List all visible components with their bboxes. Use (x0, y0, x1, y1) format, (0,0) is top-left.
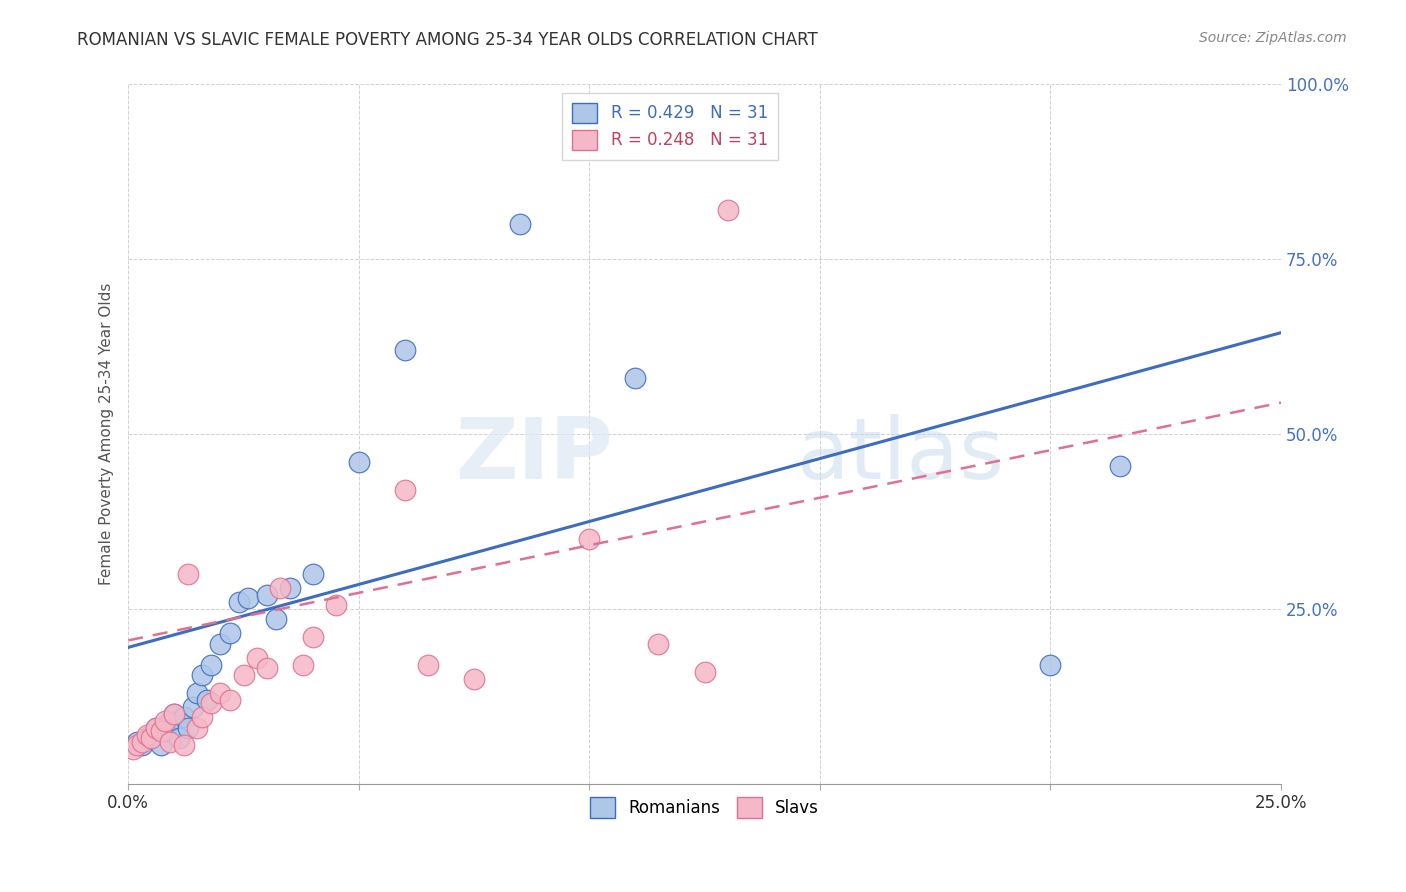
Point (173, 739, 195, 753)
Point (121, 741, 143, 756)
Point (232, 668, 254, 682)
Point (394, 343, 416, 358)
Point (127, 739, 149, 753)
Text: atlas: atlas (797, 414, 1005, 497)
Point (135, 728, 157, 742)
Point (325, 599, 347, 613)
Point (127, 735, 149, 749)
Point (177, 566, 200, 581)
Point (236, 591, 259, 606)
Point (717, 203, 740, 218)
Text: ROMANIAN VS SLAVIC FEMALE POVERTY AMONG 25-34 YEAR OLDS CORRELATION CHART: ROMANIAN VS SLAVIC FEMALE POVERTY AMONG … (77, 31, 818, 49)
Point (191, 710, 214, 724)
Point (256, 588, 278, 602)
Point (256, 661, 278, 675)
Point (159, 714, 181, 728)
Point (394, 483, 416, 497)
Point (218, 626, 240, 640)
Point (159, 735, 181, 749)
Point (186, 721, 208, 735)
Point (463, 672, 485, 686)
Point (195, 693, 218, 707)
Point (209, 637, 232, 651)
Point (186, 686, 208, 700)
Point (347, 455, 370, 469)
Point (228, 595, 250, 609)
Point (135, 731, 157, 746)
Point (301, 630, 323, 644)
Point (246, 651, 269, 665)
Point (624, 371, 647, 385)
Point (141, 728, 163, 742)
Point (1039, 657, 1062, 672)
Point (153, 714, 176, 728)
Point (416, 657, 439, 672)
Point (145, 721, 167, 735)
Point (578, 532, 600, 546)
Point (149, 739, 172, 753)
Point (141, 731, 163, 746)
Point (153, 724, 176, 739)
Point (218, 693, 240, 707)
Point (509, 217, 531, 231)
Point (163, 706, 186, 721)
Point (191, 668, 214, 682)
Point (1108, 458, 1130, 473)
Point (292, 657, 315, 672)
Point (693, 665, 716, 679)
Point (149, 724, 172, 739)
Point (264, 612, 287, 626)
Point (200, 657, 222, 672)
Point (173, 710, 195, 724)
Point (200, 696, 222, 710)
Point (145, 721, 167, 735)
Text: ZIP: ZIP (454, 414, 613, 497)
Point (167, 731, 190, 746)
Point (181, 699, 204, 714)
Point (131, 735, 153, 749)
Y-axis label: Female Poverty Among 25-34 Year Olds: Female Poverty Among 25-34 Year Olds (100, 283, 114, 585)
Legend: Romanians, Slavs: Romanians, Slavs (583, 790, 825, 824)
Point (163, 706, 186, 721)
Point (647, 637, 669, 651)
Point (209, 686, 232, 700)
Point (177, 721, 200, 735)
Text: Source: ZipAtlas.com: Source: ZipAtlas.com (1199, 31, 1347, 45)
Point (301, 566, 323, 581)
Point (269, 581, 291, 595)
Point (131, 739, 153, 753)
Point (278, 581, 301, 595)
